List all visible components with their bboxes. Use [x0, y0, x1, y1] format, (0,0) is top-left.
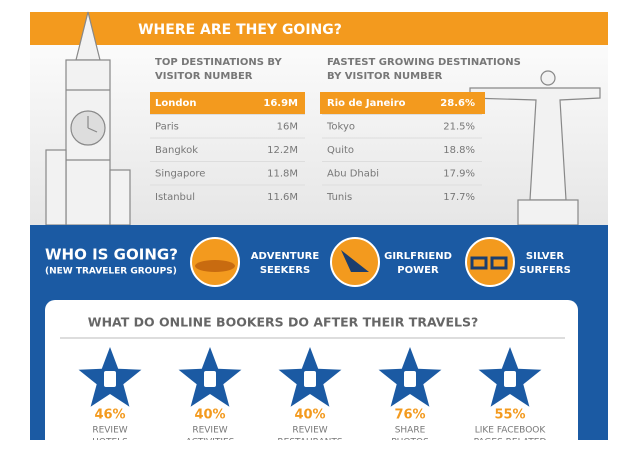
group-label: POWER	[397, 265, 439, 276]
table-title: FASTEST GROWING DESTINATIONS	[327, 57, 521, 68]
item-percent: 40%	[294, 408, 325, 423]
item-percent: 55%	[494, 408, 525, 423]
hat-icon	[195, 260, 235, 272]
table-title: VISITOR NUMBER	[155, 71, 253, 82]
row-value: 17.7%	[443, 192, 475, 203]
row-value: 16.9M	[263, 98, 298, 109]
activity-icon	[504, 371, 516, 387]
row-value: 18.8%	[443, 145, 475, 156]
table-title: TOP DESTINATIONS BY	[155, 57, 283, 68]
group-label: ADVENTURE	[251, 251, 320, 262]
item-percent: 76%	[394, 408, 425, 423]
header-banner	[30, 12, 608, 45]
who-subtitle: (NEW TRAVELER GROUPS)	[45, 267, 177, 277]
group-label: SEEKERS	[260, 265, 310, 276]
group-label: SURFERS	[519, 265, 571, 276]
row-value: 17.9%	[443, 169, 475, 180]
item-label: PAGES RELATED	[474, 438, 547, 448]
item-label: SHARE	[395, 426, 426, 436]
table-title: BY VISITOR NUMBER	[327, 71, 443, 82]
item-label: REVIEW	[92, 426, 127, 436]
item-label: HOTELS	[92, 438, 128, 448]
row-name: London	[155, 98, 197, 109]
item-label: REVIEW	[292, 426, 327, 436]
row-name: Rio de Janeiro	[327, 98, 406, 109]
row-value: 11.6M	[267, 192, 298, 203]
big-ben-sketch	[45, 11, 131, 226]
row-value: 12.2M	[267, 145, 298, 156]
item-label: RESTAURANTS	[277, 438, 342, 448]
row-name: Tunis	[326, 192, 352, 203]
row-name: Paris	[155, 122, 179, 133]
who-title: WHO IS GOING?	[45, 246, 178, 264]
row-name: Tokyo	[326, 122, 355, 133]
activity-icon	[304, 371, 316, 387]
item-label: ACTIVITIES	[186, 438, 235, 448]
activity-icon	[204, 371, 216, 387]
shoe-icon	[341, 250, 369, 272]
christ-statue-sketch	[469, 70, 601, 226]
row-value: 11.8M	[267, 169, 298, 180]
highlight-row	[150, 92, 305, 114]
after-title: WHAT DO ONLINE BOOKERS DO AFTER THEIR TR…	[88, 315, 478, 330]
row-name: Singapore	[155, 169, 205, 180]
row-value: 28.6%	[440, 98, 475, 109]
activity-icon	[104, 371, 116, 387]
header-title: WHERE ARE THEY GOING?	[138, 22, 342, 38]
item-label: PHOTOS	[391, 438, 429, 448]
row-value: 16M	[277, 122, 298, 133]
row-value: 21.5%	[443, 122, 475, 133]
item-label: REVIEW	[192, 426, 227, 436]
item-percent: 46%	[94, 408, 125, 423]
content: WHERE ARE THEY GOING? WHO IS GOING? (NEW…	[30, 10, 608, 448]
activity-icon	[404, 371, 416, 387]
item-label: LIKE FACEBOOK	[475, 426, 547, 436]
glasses-icon	[470, 256, 508, 270]
group-icon-bg	[465, 237, 515, 287]
group-label: GIRLFRIEND	[384, 251, 452, 262]
highlight-row	[320, 92, 485, 114]
group-label: SILVER	[526, 251, 564, 262]
row-name: Abu Dhabi	[327, 169, 379, 180]
item-percent: 40%	[194, 408, 225, 423]
row-name: Bangkok	[155, 145, 198, 156]
row-name: Istanbul	[155, 192, 195, 203]
row-name: Quito	[327, 145, 354, 156]
